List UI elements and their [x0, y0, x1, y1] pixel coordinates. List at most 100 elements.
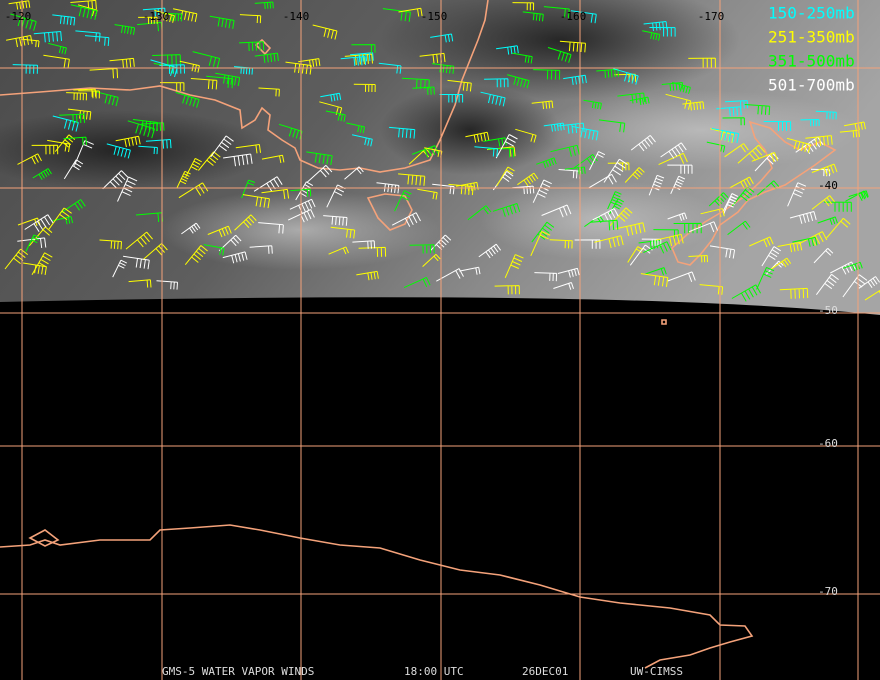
wind-barb	[661, 82, 684, 91]
legend-entry: 251-350mb	[768, 28, 855, 47]
wind-barb	[106, 143, 131, 159]
wind-barb	[70, 0, 97, 10]
wind-barb	[63, 159, 84, 180]
longitude-label: -160	[560, 10, 587, 23]
wind-barb	[352, 240, 376, 249]
wind-barb	[20, 38, 40, 48]
wind-barb	[102, 170, 129, 190]
wind-barb	[47, 42, 67, 55]
wind-barb	[532, 179, 552, 203]
latitude-label: -70	[818, 585, 838, 598]
wind-barb	[641, 238, 662, 246]
wind-barb	[430, 234, 452, 252]
wind-barb	[800, 119, 820, 127]
wind-barb	[61, 199, 86, 214]
wind-barb	[722, 117, 745, 126]
wind-barb	[724, 143, 749, 158]
wind-barb	[557, 267, 580, 278]
wind-barb	[138, 16, 158, 24]
wind-barb	[398, 173, 426, 186]
wind-barb	[564, 166, 586, 175]
wind-barb	[667, 212, 688, 221]
longitude-label: -120	[5, 10, 32, 23]
latitude-label: -50	[818, 304, 838, 317]
wind-barb	[711, 128, 740, 144]
wind-barb	[67, 108, 92, 120]
wind-barb	[543, 122, 565, 132]
wind-barb	[179, 60, 200, 73]
wind-barb	[73, 88, 96, 97]
wind-barb	[667, 164, 693, 174]
wind-barb	[326, 184, 346, 208]
wind-barb	[480, 91, 506, 107]
wind-barb	[826, 217, 851, 239]
wind-barb	[254, 1, 274, 9]
wind-barb	[75, 30, 101, 42]
wind-barb	[218, 234, 242, 252]
wind-barb	[323, 215, 348, 226]
wind-barb	[117, 176, 138, 202]
wind-barb	[574, 239, 601, 249]
wind-barb	[682, 101, 705, 111]
wind-barb	[640, 273, 669, 287]
wind-barb	[350, 52, 374, 62]
wind-barb	[549, 239, 573, 249]
wind-barb	[706, 141, 726, 153]
wind-barb	[830, 261, 856, 275]
wind-barb	[512, 52, 533, 64]
wind-barb	[864, 289, 880, 301]
wind-barb	[763, 121, 792, 131]
wind-barb	[744, 104, 771, 116]
wind-barb	[590, 219, 619, 231]
wind-barb	[563, 74, 587, 85]
wind-barb	[817, 216, 838, 226]
wind-barb	[235, 144, 261, 154]
legend: 150-250mb 251-350mb 351-500mb 501-700mb	[768, 4, 855, 95]
wind-barb	[358, 246, 387, 257]
wind-barb	[805, 135, 833, 147]
wind-barb	[185, 157, 202, 178]
footer: GMS-5 WATER VAPOR WINDS 18:00 UTC 26DEC01 U…	[162, 665, 683, 678]
wind-barb	[109, 57, 135, 68]
wind-barb	[643, 241, 672, 254]
wind-barb	[24, 214, 54, 232]
wind-barb	[543, 6, 570, 19]
wind-barb	[8, 0, 31, 10]
wind-barb	[145, 139, 172, 149]
wind-barb	[298, 58, 321, 68]
wind-barb	[716, 106, 742, 117]
wind-barb	[209, 15, 235, 29]
wind-barb	[389, 126, 416, 139]
wind-barb	[613, 68, 639, 85]
wind-barb	[115, 135, 141, 148]
wind-barb	[351, 134, 373, 147]
wind-barb	[394, 190, 412, 212]
wind-barb	[648, 174, 665, 196]
wind-barb	[609, 207, 633, 227]
wind-barb	[203, 244, 225, 256]
wind-barb	[112, 259, 128, 278]
wind-barb	[708, 192, 729, 207]
wind-barb	[17, 153, 42, 165]
wind-barb	[99, 239, 122, 250]
wind-barb	[241, 179, 256, 199]
wind-barb	[643, 21, 668, 31]
wind-barb	[340, 56, 367, 66]
wind-barb	[33, 31, 62, 43]
wind-barb	[312, 24, 338, 40]
wind-barb	[506, 74, 530, 89]
wind-barb	[114, 24, 136, 35]
wind-barb	[254, 52, 279, 63]
wind-barb	[249, 245, 273, 254]
wind-barb	[190, 78, 218, 90]
wind-barb	[614, 73, 637, 83]
wind-barb	[559, 40, 586, 53]
wind-barb	[531, 100, 554, 110]
wind-barb	[495, 134, 518, 159]
wind-barb	[207, 225, 232, 238]
wind-barb	[709, 245, 736, 259]
wind-barb	[447, 79, 472, 92]
wind-barb	[233, 66, 253, 75]
wind-barb	[287, 209, 315, 223]
wind-barb	[658, 152, 688, 166]
